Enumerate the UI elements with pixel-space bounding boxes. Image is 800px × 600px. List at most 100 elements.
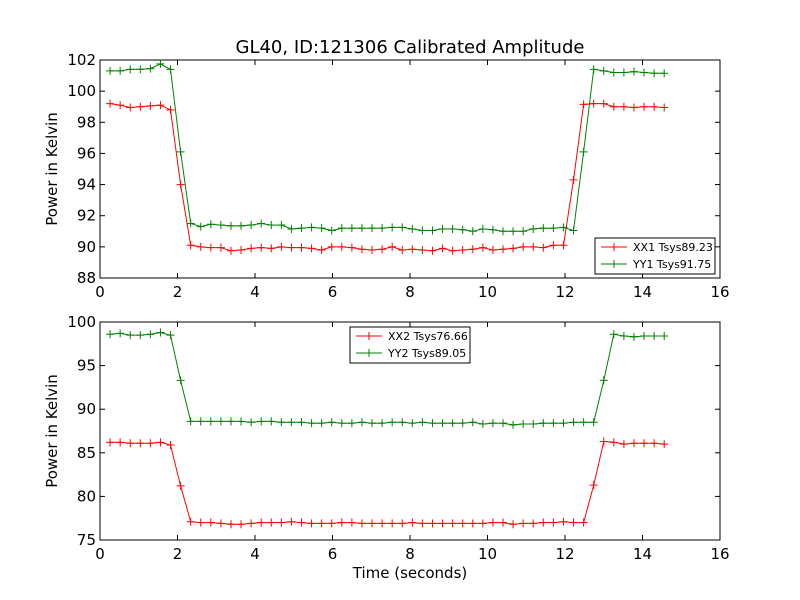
data-point xyxy=(126,65,135,74)
data-point xyxy=(166,331,175,340)
data-point xyxy=(116,438,125,447)
x-tick-label: 12 xyxy=(555,545,574,563)
data-point xyxy=(468,245,477,254)
data-point xyxy=(106,438,115,447)
data-point xyxy=(509,227,518,236)
data-point xyxy=(106,66,115,75)
legend-label: XX1 Tsys89.23 xyxy=(633,241,713,254)
data-point xyxy=(106,99,115,108)
data-point xyxy=(156,101,165,110)
data-point xyxy=(478,243,487,252)
data-point xyxy=(458,225,467,234)
data-point xyxy=(216,417,225,426)
data-point xyxy=(398,223,407,232)
legend-entry: XX1 Tsys89.23 xyxy=(601,241,713,254)
data-point xyxy=(176,481,185,490)
data-point xyxy=(388,242,397,251)
data-point xyxy=(509,420,518,429)
data-point xyxy=(297,418,306,427)
data-point xyxy=(539,518,548,527)
data-point xyxy=(640,331,649,340)
data-point xyxy=(559,241,568,250)
data-point xyxy=(126,103,135,112)
y-tick-label: 98 xyxy=(77,113,96,131)
data-point xyxy=(529,224,538,233)
data-point xyxy=(499,245,507,254)
data-point xyxy=(247,244,256,253)
data-point xyxy=(347,243,356,252)
data-point xyxy=(539,419,548,428)
y-tick-label: 90 xyxy=(77,400,96,418)
data-point xyxy=(569,518,578,527)
y-tick-label: 100 xyxy=(67,313,96,331)
data-point xyxy=(398,418,407,427)
data-point xyxy=(579,100,588,109)
data-point xyxy=(488,419,497,428)
x-tick-label: 10 xyxy=(478,545,497,563)
data-point xyxy=(357,245,366,254)
data-point xyxy=(579,518,588,527)
x-tick-label: 2 xyxy=(173,283,183,301)
y-tick-label: 88 xyxy=(77,269,96,287)
data-point xyxy=(136,439,145,448)
data-point xyxy=(237,417,246,426)
legend-label: YY2 Tsys89.05 xyxy=(387,347,466,360)
data-point xyxy=(176,147,185,156)
data-point xyxy=(539,224,548,233)
data-point xyxy=(267,417,276,426)
data-point xyxy=(126,439,135,448)
x-tick-label: 8 xyxy=(405,545,415,563)
data-point xyxy=(206,220,215,229)
data-point xyxy=(126,331,135,340)
legend-entry: XX2 Tsys76.66 xyxy=(356,330,468,343)
data-point xyxy=(428,226,437,235)
data-point xyxy=(368,419,377,428)
data-point xyxy=(166,65,175,74)
y-tick-label: 85 xyxy=(77,444,96,462)
data-point xyxy=(287,418,296,427)
data-point xyxy=(337,419,346,428)
data-point xyxy=(448,224,457,233)
data-point xyxy=(216,221,225,230)
data-point xyxy=(156,438,165,447)
data-point xyxy=(478,420,487,429)
data-point xyxy=(287,224,296,233)
data-point xyxy=(357,418,366,427)
data-point xyxy=(156,59,165,68)
data-point xyxy=(650,69,659,78)
data-point xyxy=(468,418,477,427)
data-point xyxy=(529,242,538,251)
data-point xyxy=(277,221,286,230)
data-point xyxy=(488,225,497,234)
y-tick-label: 92 xyxy=(77,207,96,225)
data-point xyxy=(559,419,568,428)
y-tick-label: 95 xyxy=(77,357,96,375)
data-point xyxy=(438,519,447,528)
data-point xyxy=(468,227,477,236)
data-point xyxy=(257,219,266,228)
data-point xyxy=(237,520,246,529)
data-point xyxy=(156,328,165,337)
data-point xyxy=(398,519,407,528)
data-point xyxy=(237,221,246,230)
data-point xyxy=(196,417,205,426)
data-point xyxy=(307,419,316,428)
data-point xyxy=(378,519,387,528)
subplot-2: 0 2 4 6 8 10 12 14 16 75 80 85 90 95 100 Power in Kelvi… xyxy=(43,313,730,582)
data-point xyxy=(317,519,326,528)
data-point xyxy=(297,224,306,233)
y-tick-label: 100 xyxy=(67,82,96,100)
data-point xyxy=(327,519,336,528)
data-point xyxy=(569,175,578,184)
legend-marker xyxy=(365,349,373,357)
series-2 xyxy=(106,328,669,429)
data-point xyxy=(499,518,507,527)
data-point xyxy=(388,519,397,528)
data-point xyxy=(216,519,225,528)
data-point xyxy=(378,224,387,233)
series-1 xyxy=(106,99,669,255)
x-tick-label: 12 xyxy=(555,283,574,301)
x-tick-label: 4 xyxy=(250,283,260,301)
